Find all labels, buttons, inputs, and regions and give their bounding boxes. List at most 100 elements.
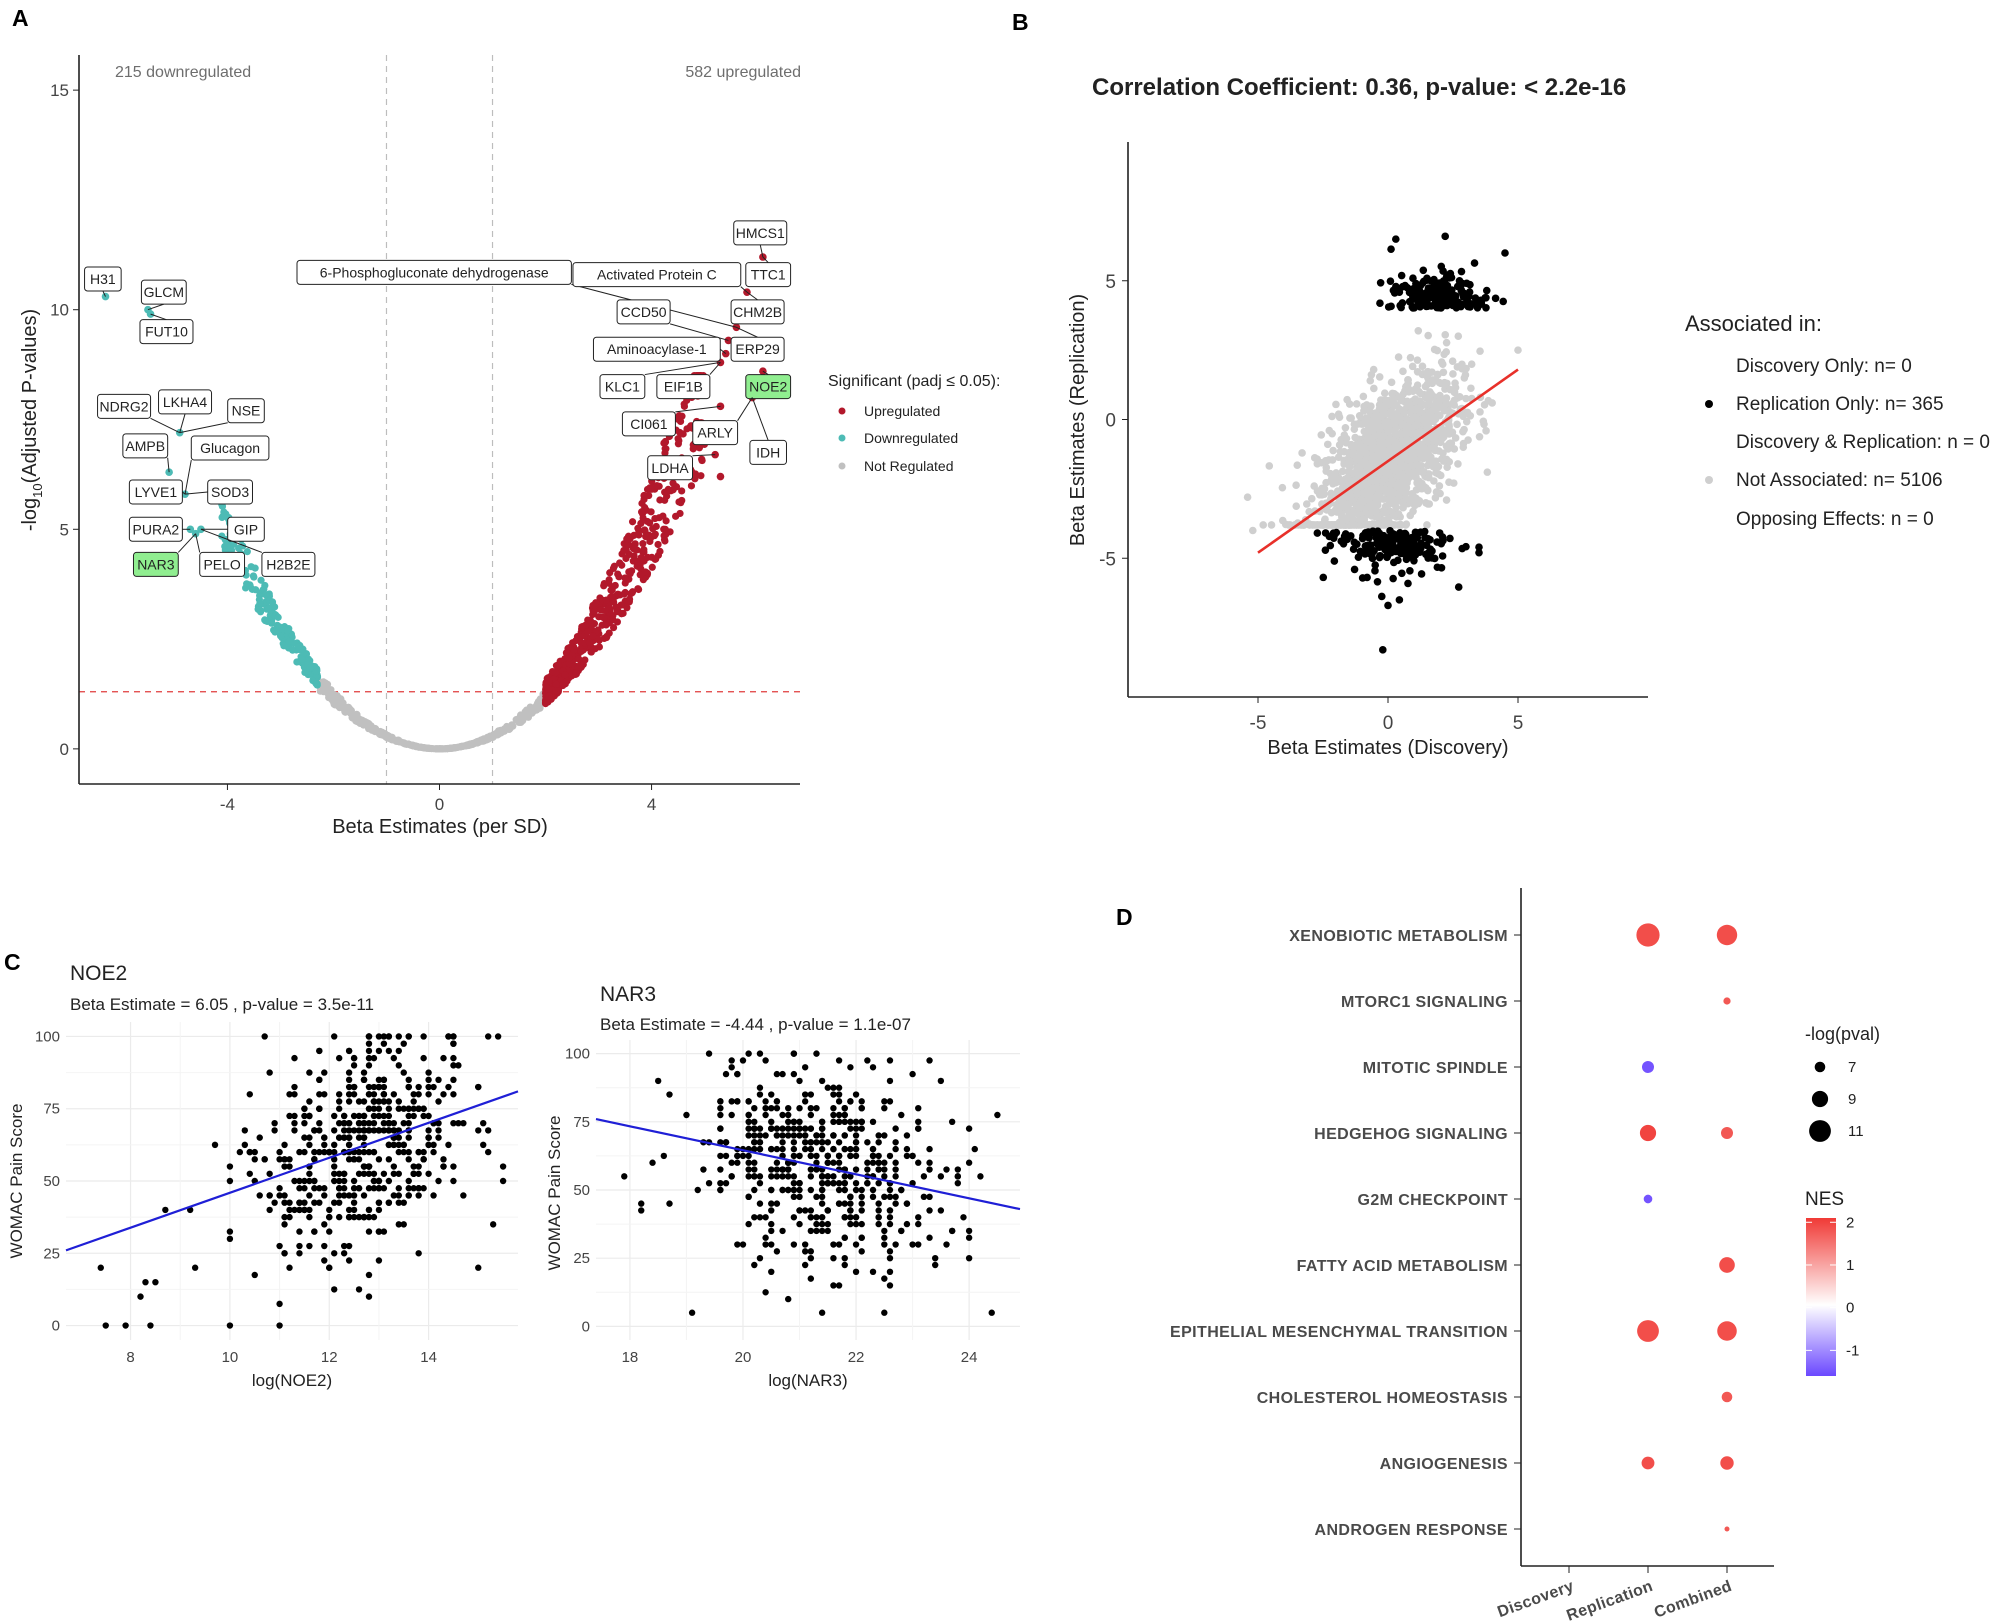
volcano-point-upregulated [628, 589, 636, 597]
correlation-point-replication-only [1409, 274, 1417, 283]
gene-label-box [207, 479, 253, 505]
panel-b-regression [1257, 368, 1519, 554]
panel-c2-x-axis-title: log(NAR3) [768, 1371, 847, 1390]
c2-scatter-point [666, 1091, 673, 1098]
c2-scatter-point [813, 1220, 820, 1228]
correlation-point-not-associated [1328, 429, 1336, 438]
volcano-point-upregulated [623, 535, 631, 543]
c2-scatter-point [818, 1309, 826, 1316]
volcano-point-not-regulated [371, 725, 379, 734]
c2-scatter-point [948, 1227, 956, 1235]
c1-scatter-point [405, 1177, 412, 1185]
c2-scatter-point-outlier [988, 1309, 995, 1316]
correlation-point-replication-only [1377, 592, 1386, 601]
correlation-point-replication-only [1410, 544, 1418, 553]
correlation-point-replication-only [1361, 529, 1370, 538]
correlation-point-replication-only [1404, 579, 1412, 588]
correlation-point-replication-only [1414, 291, 1422, 300]
c2-scatter-point [932, 1254, 939, 1262]
c2-scatter-point [773, 1166, 781, 1173]
correlation-point-replication-only [1408, 302, 1417, 311]
c2-scatter-point [926, 1234, 933, 1241]
c1-scatter-point [291, 1054, 298, 1062]
c1-scatter-point [350, 1062, 358, 1069]
correlation-point-not-associated [1427, 390, 1436, 398]
panel-label-b: B [1012, 9, 1029, 35]
volcano-point-upregulated [637, 508, 646, 516]
c2-scatter-point [756, 1091, 764, 1098]
c2-scatter-point [768, 1145, 775, 1153]
volcano-point-upregulated [589, 632, 597, 640]
c1-scatter-point [400, 1199, 407, 1206]
c2-scatter-point [915, 1125, 922, 1132]
volcano-point-downregulated [243, 580, 251, 588]
panel-a-legend-key-up [838, 407, 846, 415]
c1-scatter-point [375, 1206, 383, 1214]
c2-scatter-point [881, 1227, 888, 1235]
c2-scatter-point [751, 1261, 758, 1269]
volcano-point-upregulated [545, 695, 554, 703]
correlation-point-replication-only [1454, 583, 1463, 591]
correlation-point-not-associated [1347, 521, 1355, 529]
c2-scatter-point [937, 1207, 945, 1214]
pathway-dot [1721, 1391, 1733, 1403]
c1-scatter-point [450, 1062, 457, 1069]
c2-scatter-point [852, 1145, 860, 1153]
c1-scatter-point [340, 1119, 348, 1127]
c2-scatter-point [875, 1200, 882, 1207]
correlation-point-not-associated [1398, 498, 1407, 507]
panel-d-pathway-label: G2M CHECKPOINT [1358, 1192, 1509, 1209]
c2-scatter-point [796, 1179, 803, 1187]
volcano-point-downregulated [294, 643, 302, 651]
c1-scatter-point [340, 1250, 348, 1257]
panel-c-noe2: NOE2 Beta Estimate = 6.05 , p-value = 3.… [7, 962, 519, 1390]
correlation-point-replication-only [1465, 292, 1473, 301]
c2-scatter-point [898, 1186, 905, 1194]
c2-scatter-point [835, 1282, 843, 1289]
volcano-point-not-regulated [459, 742, 467, 750]
c2-scatter-point [847, 1145, 854, 1153]
c1-scatter-point [380, 1112, 388, 1120]
c1-scatter-point [350, 1156, 358, 1163]
c1-scatter-point [321, 1192, 328, 1199]
c2-scatter-point [807, 1248, 815, 1255]
panel-c1-x-axis-title: log(NOE2) [252, 1371, 332, 1390]
c1-scatter-point [345, 1141, 353, 1149]
panel-d-pathway-rows: XENOBIOTIC METABOLISM MTORC1 SIGNALING MIT… [1170, 928, 1521, 1539]
correlation-point-replication-only [1457, 300, 1466, 309]
correlation-point-not-associated [1431, 438, 1439, 447]
gene-label-box [745, 262, 792, 288]
c2-scatter-point [768, 1227, 775, 1235]
c2-scatter-point [745, 1098, 752, 1105]
c1-scatter-point [375, 1076, 383, 1084]
c1-scatter-point [276, 1156, 283, 1163]
gene-label-box [656, 374, 711, 400]
correlation-point-not-associated [1348, 448, 1357, 457]
c1-scatter-point [380, 1127, 388, 1134]
correlation-point-not-associated [1369, 507, 1378, 516]
correlation-point-not-associated [1403, 435, 1411, 444]
gene-label-connector [719, 348, 727, 355]
c2-scatter-point [909, 1070, 916, 1078]
c1-scatter-point [360, 1127, 368, 1134]
c1-scatter-point-outlier [450, 1033, 457, 1040]
c1-scatter-point [375, 1156, 383, 1163]
c2-scatter-point-outlier [621, 1173, 628, 1180]
c1-scatter-point [261, 1033, 268, 1040]
volcano-point-not-regulated [522, 713, 530, 721]
correlation-point-not-associated [1446, 427, 1454, 435]
volcano-point-named [724, 336, 733, 345]
c2-scatter-point [915, 1220, 922, 1228]
c2-scatter-point [858, 1104, 865, 1112]
c1-scatter-point [211, 1141, 219, 1149]
c1-scatter-point [484, 1148, 492, 1156]
color-legend-label: 1 [1846, 1257, 1854, 1274]
c2-scatter-point [824, 1220, 831, 1228]
c2-scatter-point [790, 1132, 798, 1139]
correlation-point-not-associated [1267, 521, 1276, 529]
c1-scatter-point [440, 1054, 447, 1062]
volcano-point-upregulated [548, 667, 557, 676]
correlation-point-replication-only [1437, 262, 1446, 271]
volcano-point-upregulated [621, 574, 629, 582]
correlation-point-not-associated [1351, 433, 1359, 442]
